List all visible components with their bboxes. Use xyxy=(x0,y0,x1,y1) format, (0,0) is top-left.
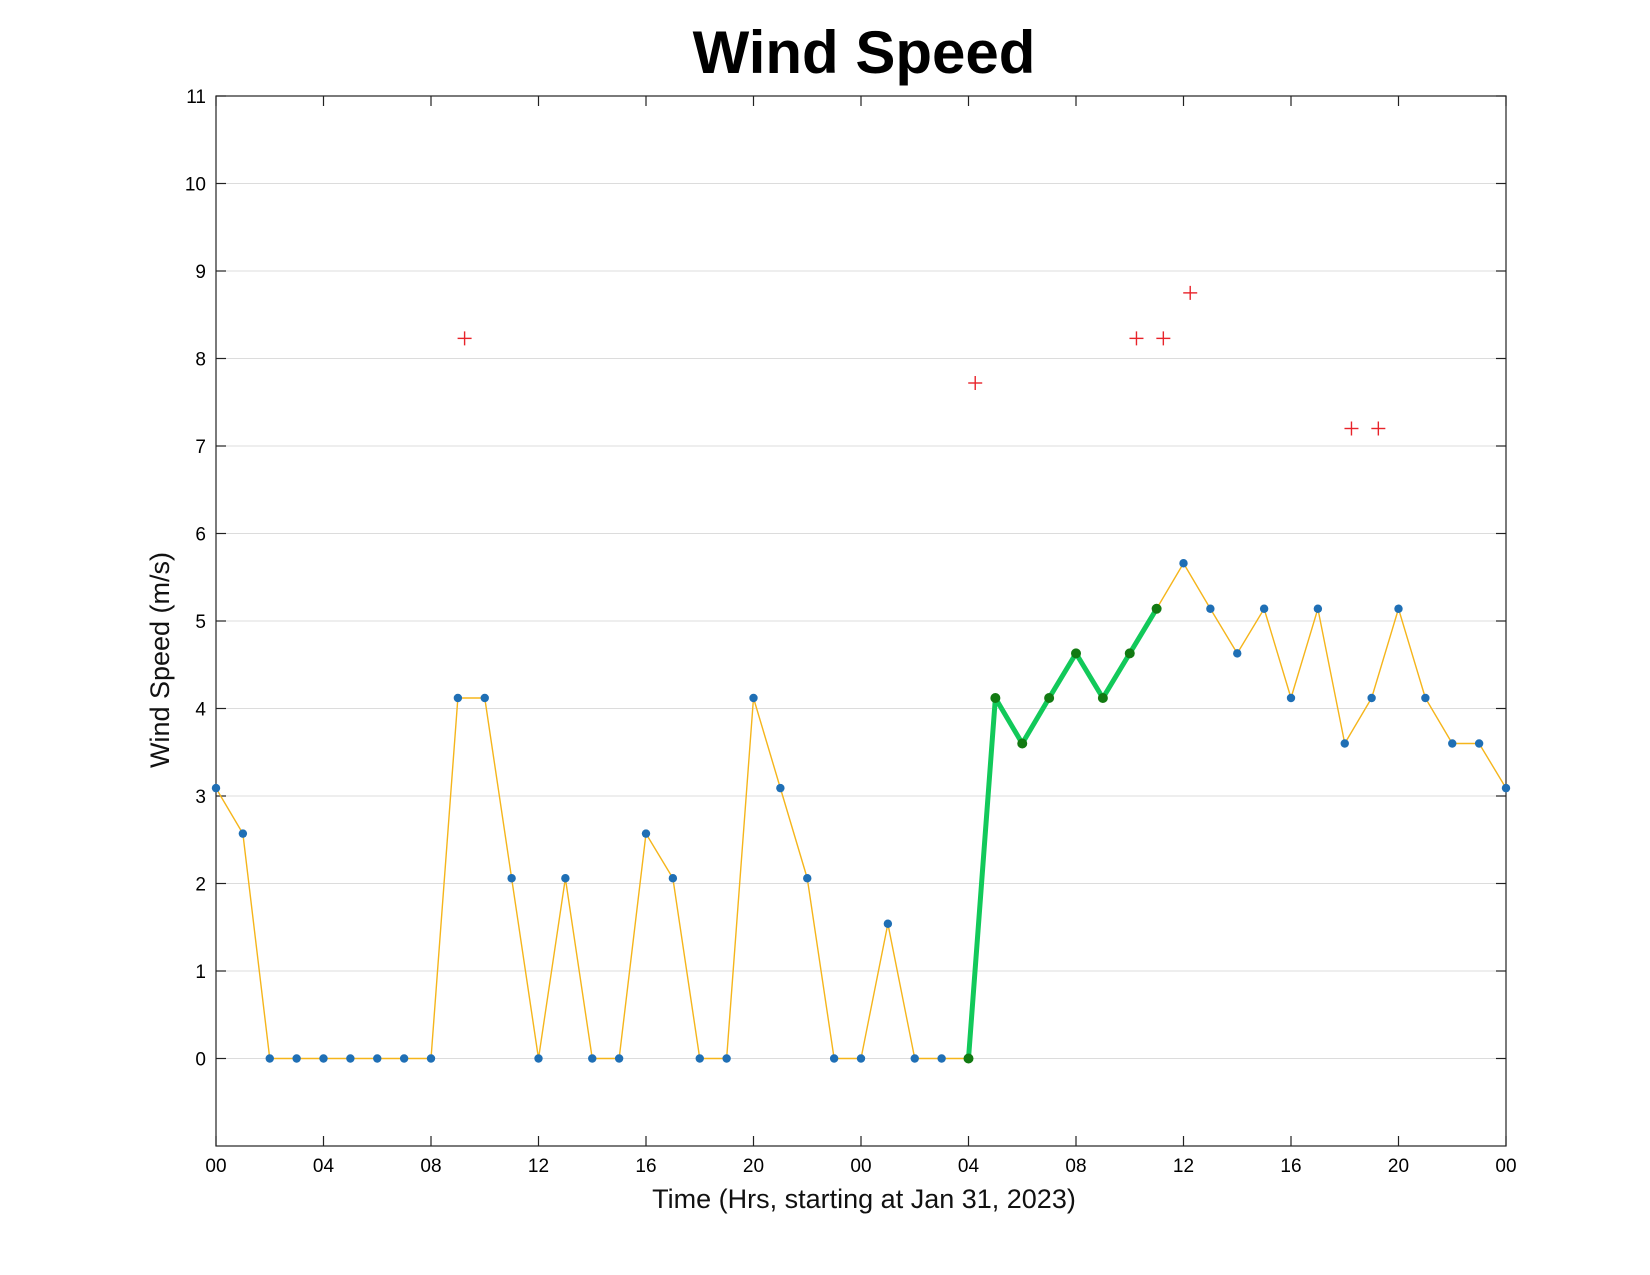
data-point-hourly xyxy=(829,1054,839,1063)
data-point-hourly xyxy=(480,693,489,703)
data-point-hourly xyxy=(614,1054,624,1063)
y-tick-label: 9 xyxy=(195,262,206,283)
y-tick-label: 10 xyxy=(185,175,206,196)
y-tick-label: 8 xyxy=(195,350,206,371)
x-tick-label: 12 xyxy=(528,1156,549,1177)
plus-marker xyxy=(1371,421,1386,436)
data-point-hourly xyxy=(373,1054,382,1063)
data-point-hourly xyxy=(641,829,651,838)
data-point-hourly xyxy=(1340,739,1349,748)
x-tick-label: 20 xyxy=(1388,1156,1409,1177)
data-point-hourly xyxy=(1367,693,1376,703)
x-axis-label: Time (Hrs, starting at Jan 31, 2023) xyxy=(652,1184,1076,1214)
data-point-hourly xyxy=(561,874,570,883)
data-point-hourly xyxy=(453,693,463,703)
data-point-hourly xyxy=(668,874,678,883)
data-point-hourly xyxy=(211,783,221,793)
data-point-highlight xyxy=(990,693,1001,703)
x-tick-label: 12 xyxy=(1173,1156,1194,1177)
data-point-hourly xyxy=(1179,559,1188,568)
data-point-hourly xyxy=(803,874,812,883)
y-tick-labels: 0 1 2 3 4 5 6 7 8 9 10 11 xyxy=(185,87,207,1071)
data-point-hourly xyxy=(1286,693,1296,703)
data-point-hourly xyxy=(776,783,785,793)
x-tick-label: 04 xyxy=(958,1156,980,1177)
axis-ticks xyxy=(215,95,1507,1146)
data-point-hourly xyxy=(1233,649,1242,658)
x-tick-label: 08 xyxy=(420,1156,441,1177)
series-line-hourly xyxy=(215,562,1507,1060)
x-tick-label: 00 xyxy=(205,1156,226,1177)
chart-title: Wind Speed xyxy=(693,19,1036,86)
data-point-hourly xyxy=(292,1054,301,1063)
data-point-hourly xyxy=(1501,783,1511,793)
y-axis-label: Wind Speed (m/s) xyxy=(145,552,175,768)
data-point-hourly xyxy=(1421,693,1430,703)
data-point-hourly xyxy=(695,1054,704,1063)
data-point-hourly xyxy=(1259,604,1269,613)
y-tick-label: 0 xyxy=(195,1050,206,1071)
data-point-hourly xyxy=(1448,739,1457,748)
y-tick-label: 5 xyxy=(195,612,206,633)
plus-marker xyxy=(1344,421,1359,436)
data-point-hourly xyxy=(722,1054,731,1063)
y-tick-label: 4 xyxy=(195,700,206,721)
data-point-highlight xyxy=(1151,603,1162,614)
y-tick-label: 6 xyxy=(195,525,206,546)
plus-marker xyxy=(1183,285,1198,300)
x-tick-labels: 00 04 08 12 16 20 00 04 08 12 16 20 00 xyxy=(205,1156,1516,1177)
y-tick-label: 7 xyxy=(195,437,206,458)
data-point-hourly xyxy=(937,1054,946,1063)
series-line-highlight xyxy=(966,606,1160,1061)
plus-marker xyxy=(1156,331,1171,346)
y-tick-label: 3 xyxy=(195,787,206,808)
data-series xyxy=(211,285,1511,1064)
data-point-hourly xyxy=(238,829,248,838)
x-tick-label: 16 xyxy=(635,1156,656,1177)
data-point-hourly xyxy=(346,1054,355,1063)
x-tick-label: 00 xyxy=(1495,1156,1516,1177)
data-point-hourly xyxy=(265,1054,274,1063)
data-point-hourly xyxy=(883,919,893,928)
x-tick-label: 08 xyxy=(1065,1156,1086,1177)
data-point-highlight xyxy=(1097,693,1108,703)
data-point-hourly xyxy=(1206,604,1215,613)
data-point-hourly xyxy=(1313,604,1323,613)
plus-marker xyxy=(457,331,472,346)
data-point-hourly xyxy=(910,1054,919,1063)
data-point-highlight xyxy=(1017,738,1028,749)
data-point-hourly xyxy=(1474,739,1484,748)
data-point-hourly xyxy=(856,1054,866,1063)
x-tick-label: 00 xyxy=(850,1156,871,1177)
x-tick-label: 20 xyxy=(743,1156,764,1177)
data-point-hourly xyxy=(507,874,516,883)
data-point-highlight xyxy=(963,1053,974,1064)
plus-marker xyxy=(968,376,983,390)
data-point-hourly xyxy=(426,1054,436,1063)
y-tick-label: 2 xyxy=(195,875,206,896)
plus-marker xyxy=(1129,331,1144,346)
grid-lines xyxy=(216,95,1506,1059)
data-point-highlight xyxy=(1124,648,1135,659)
data-point-hourly xyxy=(1394,604,1403,613)
data-point-highlight xyxy=(1044,693,1055,703)
y-tick-label: 1 xyxy=(195,962,206,983)
data-point-highlight xyxy=(1071,648,1081,659)
x-tick-label: 04 xyxy=(313,1156,335,1177)
data-point-hourly xyxy=(319,1054,328,1063)
data-point-hourly xyxy=(399,1054,409,1063)
data-point-hourly xyxy=(749,693,758,703)
y-tick-label: 11 xyxy=(186,87,206,108)
data-point-hourly xyxy=(534,1054,543,1063)
x-tick-label: 16 xyxy=(1280,1156,1301,1177)
data-point-hourly xyxy=(588,1054,597,1063)
